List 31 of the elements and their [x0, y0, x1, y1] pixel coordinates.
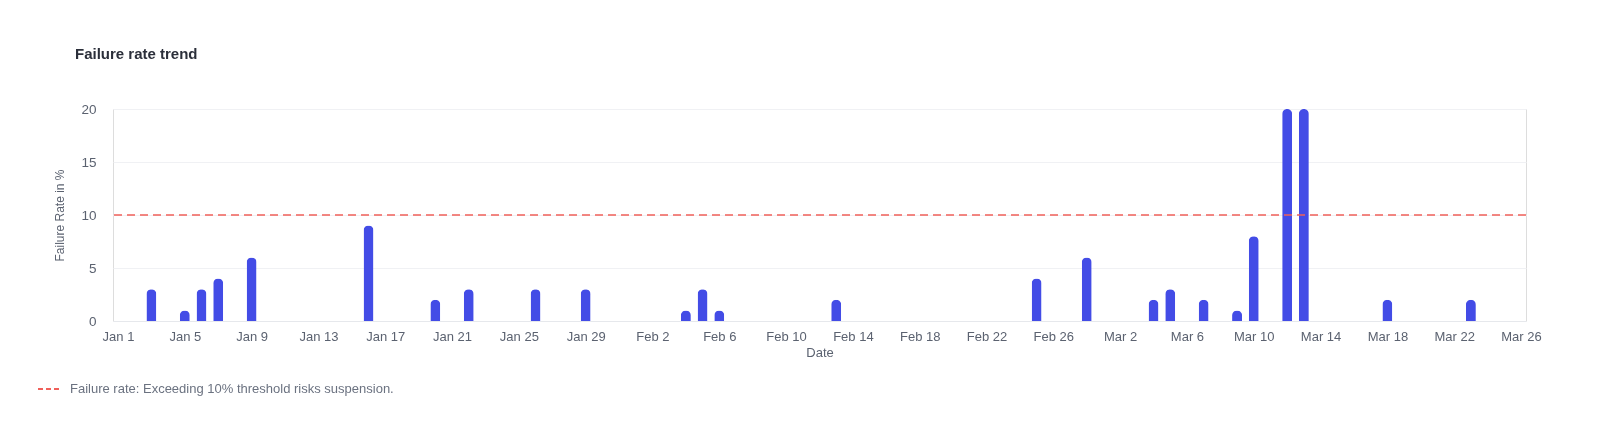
x-tick-label: Mar 18 — [1367, 328, 1409, 344]
x-tick-label: Feb 26 — [1033, 328, 1075, 344]
x-tick-label: Mar 10 — [1234, 328, 1275, 344]
x-tick-label: Jan 13 — [299, 328, 339, 344]
x-tick-label: Jan 29 — [566, 328, 606, 344]
legend-label: Failure rate: Exceeding 10% threshold risks suspension. — [70, 381, 394, 396]
y-tick-label: 10 — [81, 207, 97, 223]
y-tick-label: 20 — [81, 101, 97, 117]
x-tick-label: Jan 1 — [102, 328, 135, 344]
y-tick-label: 15 — [81, 154, 97, 170]
chart-title: Failure rate trend — [75, 45, 198, 62]
x-tick-label: Feb 6 — [703, 328, 737, 344]
x-tick-label: Mar 26 — [1501, 328, 1542, 344]
x-tick-label: Mar 14 — [1300, 328, 1342, 344]
x-tick-label: Feb 22 — [966, 328, 1008, 344]
x-tick-label: Mar 22 — [1434, 328, 1475, 344]
x-axis-title: Date — [806, 344, 834, 360]
x-tick-label: Feb 14 — [833, 328, 874, 344]
x-tick-label: Jan 5 — [169, 328, 202, 344]
x-tick-label: Feb 2 — [636, 328, 670, 344]
x-tick-label: Jan 21 — [433, 328, 473, 344]
x-tick-label: Feb 10 — [766, 328, 807, 344]
x-tick-label: Mar 6 — [1170, 328, 1205, 344]
x-tick-label: Jan 9 — [236, 328, 269, 344]
x-tick-label: Mar 2 — [1104, 328, 1138, 344]
x-tick-label: Jan 25 — [499, 328, 539, 344]
x-tick-label: Jan 17 — [366, 328, 406, 344]
y-tick-label: 0 — [88, 313, 97, 329]
y-tick-label: 5 — [88, 260, 97, 276]
x-tick-label: Feb 18 — [899, 328, 941, 344]
y-axis-title: Failure Rate in % — [53, 169, 68, 262]
